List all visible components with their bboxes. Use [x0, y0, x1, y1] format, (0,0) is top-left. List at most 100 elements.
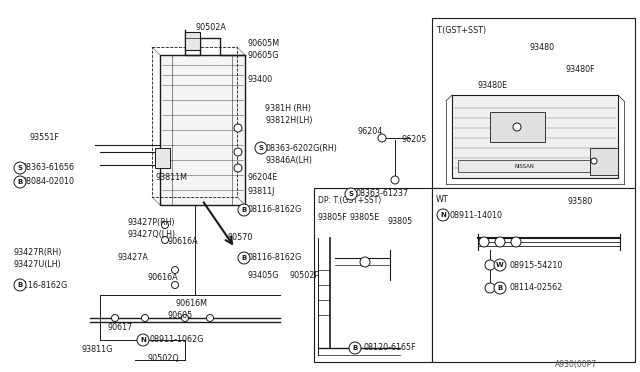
Text: 93811M: 93811M: [155, 173, 187, 183]
Text: 93427U(LH): 93427U(LH): [14, 260, 61, 269]
Text: S: S: [17, 165, 22, 171]
Circle shape: [234, 148, 242, 156]
Text: 08116-8162G: 08116-8162G: [14, 280, 68, 289]
Text: 08114-02562: 08114-02562: [510, 283, 563, 292]
Text: WT: WT: [436, 196, 449, 205]
Text: 08084-02010: 08084-02010: [22, 177, 75, 186]
Circle shape: [378, 134, 386, 142]
Text: N: N: [440, 212, 446, 218]
Bar: [152, 47, 237, 197]
Circle shape: [137, 334, 149, 346]
Circle shape: [238, 252, 250, 264]
Circle shape: [437, 209, 449, 221]
Text: 08116-8162G: 08116-8162G: [248, 205, 302, 215]
Circle shape: [172, 282, 179, 289]
Text: N: N: [140, 337, 146, 343]
Bar: [490, 112, 545, 142]
Circle shape: [161, 221, 168, 228]
Text: B: B: [497, 285, 502, 291]
Text: T.(GST+SST): T.(GST+SST): [436, 26, 486, 35]
Text: 93480E: 93480E: [478, 80, 508, 90]
Text: 08116-8162G: 08116-8162G: [248, 253, 302, 263]
Text: 08120-6165F: 08120-6165F: [363, 343, 415, 353]
Bar: [314, 188, 432, 362]
Text: 90502P: 90502P: [290, 270, 320, 279]
Circle shape: [234, 124, 242, 132]
Text: 93812H(LH): 93812H(LH): [265, 115, 312, 125]
Text: 96204: 96204: [358, 128, 383, 137]
Text: B: B: [17, 282, 22, 288]
Bar: [590, 148, 618, 175]
Circle shape: [111, 314, 118, 321]
Text: 93405G: 93405G: [248, 270, 280, 279]
Text: NISSAN: NISSAN: [514, 164, 534, 169]
Text: 90605G: 90605G: [248, 51, 280, 60]
Circle shape: [234, 164, 242, 172]
Circle shape: [161, 237, 168, 244]
Circle shape: [495, 237, 505, 247]
Text: 93551F: 93551F: [30, 132, 60, 141]
Text: 93805E: 93805E: [350, 214, 380, 222]
Bar: [452, 95, 618, 178]
Text: 93400: 93400: [248, 76, 273, 84]
Text: B: B: [241, 255, 246, 261]
Text: W: W: [496, 262, 504, 268]
Bar: [458, 160, 590, 172]
Text: 90605: 90605: [168, 311, 193, 320]
Circle shape: [207, 314, 214, 321]
Text: 93427A: 93427A: [118, 253, 149, 263]
Text: 93427R(RH): 93427R(RH): [14, 247, 62, 257]
Text: 08363-6202G(RH): 08363-6202G(RH): [265, 144, 337, 153]
Circle shape: [494, 259, 506, 271]
Circle shape: [511, 237, 521, 247]
Text: 08911-14010: 08911-14010: [450, 211, 503, 219]
Text: 93480: 93480: [530, 44, 555, 52]
Text: B: B: [241, 207, 246, 213]
Bar: [432, 188, 635, 362]
Text: S: S: [349, 191, 353, 197]
Bar: [185, 32, 200, 50]
Text: 96204E: 96204E: [248, 173, 278, 183]
Text: 93480F: 93480F: [565, 65, 595, 74]
Circle shape: [513, 123, 521, 131]
Text: 93427P(RH): 93427P(RH): [128, 218, 175, 227]
Text: 96205: 96205: [401, 135, 426, 144]
Circle shape: [14, 162, 26, 174]
Circle shape: [238, 204, 250, 216]
Text: 9381H (RH): 9381H (RH): [265, 103, 311, 112]
Circle shape: [182, 314, 189, 321]
Text: 93805F: 93805F: [318, 214, 348, 222]
Bar: [432, 18, 635, 188]
Circle shape: [479, 237, 489, 247]
Circle shape: [391, 176, 399, 184]
Text: 90616A: 90616A: [168, 237, 198, 247]
Text: 08915-54210: 08915-54210: [510, 260, 563, 269]
Text: 90617: 90617: [107, 324, 132, 333]
Text: 93811G: 93811G: [82, 346, 113, 355]
Circle shape: [345, 188, 357, 200]
Circle shape: [172, 266, 179, 273]
Text: 93427Q(LH): 93427Q(LH): [128, 230, 176, 238]
Text: S: S: [259, 145, 264, 151]
Text: 93805: 93805: [388, 218, 413, 227]
Text: 90502Q: 90502Q: [148, 353, 180, 362]
Text: B: B: [17, 179, 22, 185]
Circle shape: [494, 282, 506, 294]
Text: 90616M: 90616M: [175, 298, 207, 308]
Text: 08363-61237: 08363-61237: [355, 189, 408, 199]
Text: 90502A: 90502A: [195, 23, 226, 32]
Text: 90605M: 90605M: [248, 38, 280, 48]
Text: 08911-1062G: 08911-1062G: [150, 336, 204, 344]
Text: 90616A: 90616A: [148, 273, 179, 282]
Text: 90570: 90570: [228, 234, 253, 243]
Circle shape: [349, 342, 361, 354]
Circle shape: [255, 142, 267, 154]
Circle shape: [360, 257, 370, 267]
Text: 93811J: 93811J: [248, 187, 275, 196]
Circle shape: [141, 314, 148, 321]
Circle shape: [485, 260, 495, 270]
Text: 08363-61656: 08363-61656: [22, 164, 75, 173]
Bar: [160, 55, 245, 205]
Text: 93580: 93580: [568, 198, 593, 206]
Circle shape: [485, 283, 495, 293]
